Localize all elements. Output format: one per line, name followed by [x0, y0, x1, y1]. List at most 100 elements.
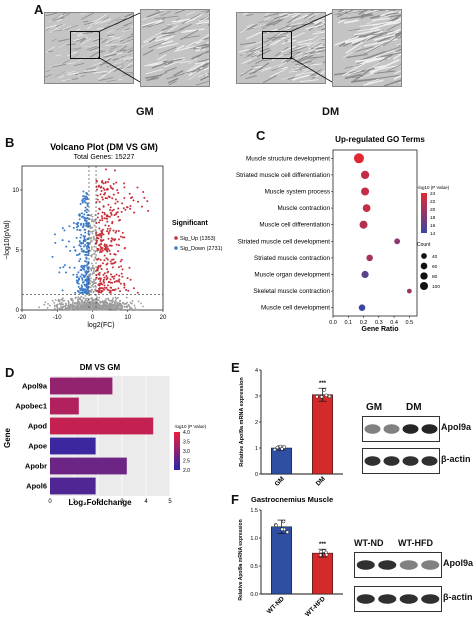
- go-dot: [353, 153, 364, 164]
- volcano-point-up: [117, 287, 120, 290]
- volcano-point-ns: [92, 286, 95, 288]
- volcano-point-down: [84, 231, 87, 234]
- go-dot: [361, 270, 369, 279]
- condition-label-dm: DM: [322, 106, 340, 118]
- significance-marker: ***: [319, 542, 327, 548]
- volcano-point-ns: [89, 241, 92, 244]
- volcano-point-up: [115, 181, 118, 184]
- volcano-point-up: [107, 203, 110, 206]
- go-category-label: Muscle cell differentiation: [259, 222, 330, 229]
- volcano-point-ns: [68, 306, 71, 308]
- volcano-point-down: [72, 222, 75, 225]
- volcano-point-up: [113, 239, 116, 242]
- volcano-point-down: [54, 241, 57, 244]
- volcano-point-down: [82, 197, 85, 200]
- volcano-point-up: [110, 262, 113, 265]
- volcano-point-ns: [89, 307, 92, 310]
- volcano-point-ns: [103, 303, 106, 306]
- volcano-point-ns: [89, 227, 92, 230]
- volcano-point-down: [86, 289, 89, 292]
- volcano-point-up: [106, 227, 109, 230]
- volcano-point-up: [142, 191, 145, 194]
- cell-fiber: [51, 64, 66, 68]
- volcano-point-ns: [60, 305, 62, 308]
- volcano-point-down: [82, 235, 85, 238]
- cell-fiber: [198, 16, 209, 23]
- volcano-point-up: [113, 280, 116, 283]
- volcano-point-down: [85, 211, 88, 214]
- cell-fiber: [126, 58, 133, 62]
- volcano-point-up: [97, 273, 100, 276]
- volcano-point-up: [117, 229, 120, 232]
- cell-fiber: [55, 23, 67, 29]
- volcano-point-up: [103, 259, 106, 262]
- cell-fiber: [298, 50, 316, 61]
- go-category-label: Muscle organ development: [254, 272, 330, 279]
- cell-fiber: [245, 74, 257, 80]
- volcano-point-ns: [93, 249, 95, 252]
- volcano-point-up: [118, 280, 121, 283]
- cell-fiber: [287, 32, 305, 41]
- cell-fiber: [118, 38, 128, 41]
- volcano-point-up: [95, 201, 98, 204]
- volcano-point-up: [102, 287, 105, 290]
- volcano-point-up: [127, 289, 130, 292]
- volcano-point-up: [106, 284, 109, 287]
- volcano-point-ns: [60, 299, 63, 301]
- volcano-point-ns: [84, 294, 87, 297]
- blot-f-lane-wt-nd: WT-ND: [354, 538, 384, 548]
- cell-fiber: [72, 28, 81, 34]
- volcano-point-ns: [87, 305, 90, 307]
- volcano-point-ns: [94, 300, 97, 302]
- volcano-point-up: [123, 247, 126, 250]
- volcano-point-down: [84, 243, 87, 246]
- volcano-point-up: [104, 180, 107, 183]
- cell-fiber: [258, 20, 269, 23]
- volcano-point-down: [77, 253, 80, 256]
- volcano-point-up: [117, 250, 120, 253]
- fc-x-tick-label: 0: [48, 499, 52, 505]
- volcano-point-up: [103, 281, 106, 284]
- volcano-point-ns: [77, 300, 80, 303]
- volcano-point-up: [137, 200, 140, 203]
- go-dot: [360, 170, 370, 180]
- volcano-point-up: [110, 286, 113, 289]
- volcano-point-up: [108, 215, 111, 218]
- volcano-point-up: [119, 260, 122, 263]
- volcano-point-ns: [109, 306, 112, 309]
- volcano-xlabel: log2(FC): [87, 322, 114, 329]
- volcano-point-up: [99, 278, 102, 281]
- volcano-point-down: [76, 276, 79, 279]
- volcano-point-down: [79, 258, 82, 261]
- cell-fiber: [55, 54, 61, 57]
- volcano-point-down: [80, 233, 83, 236]
- cell-fiber: [273, 13, 277, 15]
- blot-e-lane-dm: DM: [406, 402, 422, 413]
- cell-fiber: [128, 62, 133, 65]
- cell-fiber: [61, 78, 72, 82]
- volcano-point-ns: [57, 308, 60, 311]
- volcano-point-up: [103, 189, 106, 192]
- cell-fiber: [336, 10, 354, 18]
- cell-fiber: [82, 31, 94, 35]
- cell-fiber: [316, 47, 325, 52]
- volcano-point-ns: [104, 299, 107, 302]
- cell-fiber: [59, 13, 71, 19]
- cell-fiber: [396, 43, 401, 46]
- volcano-point-up: [108, 249, 111, 252]
- cell-fiber: [74, 47, 82, 51]
- volcano-point-ns: [97, 305, 100, 308]
- cell-fiber: [338, 10, 346, 13]
- volcano-point-ns: [125, 296, 128, 299]
- volcano-legend-dot-down: [174, 246, 178, 250]
- cell-fiber: [263, 16, 271, 22]
- volcano-point-up: [107, 237, 110, 240]
- volcano-point-down: [86, 225, 89, 228]
- cell-fiber: [355, 56, 385, 63]
- cell-fiber: [315, 47, 325, 50]
- volcano-point-down: [78, 240, 81, 243]
- volcano-point-down: [82, 240, 85, 243]
- volcano-point-down: [79, 236, 82, 239]
- cell-fiber: [109, 45, 122, 50]
- go-dot: [366, 254, 373, 262]
